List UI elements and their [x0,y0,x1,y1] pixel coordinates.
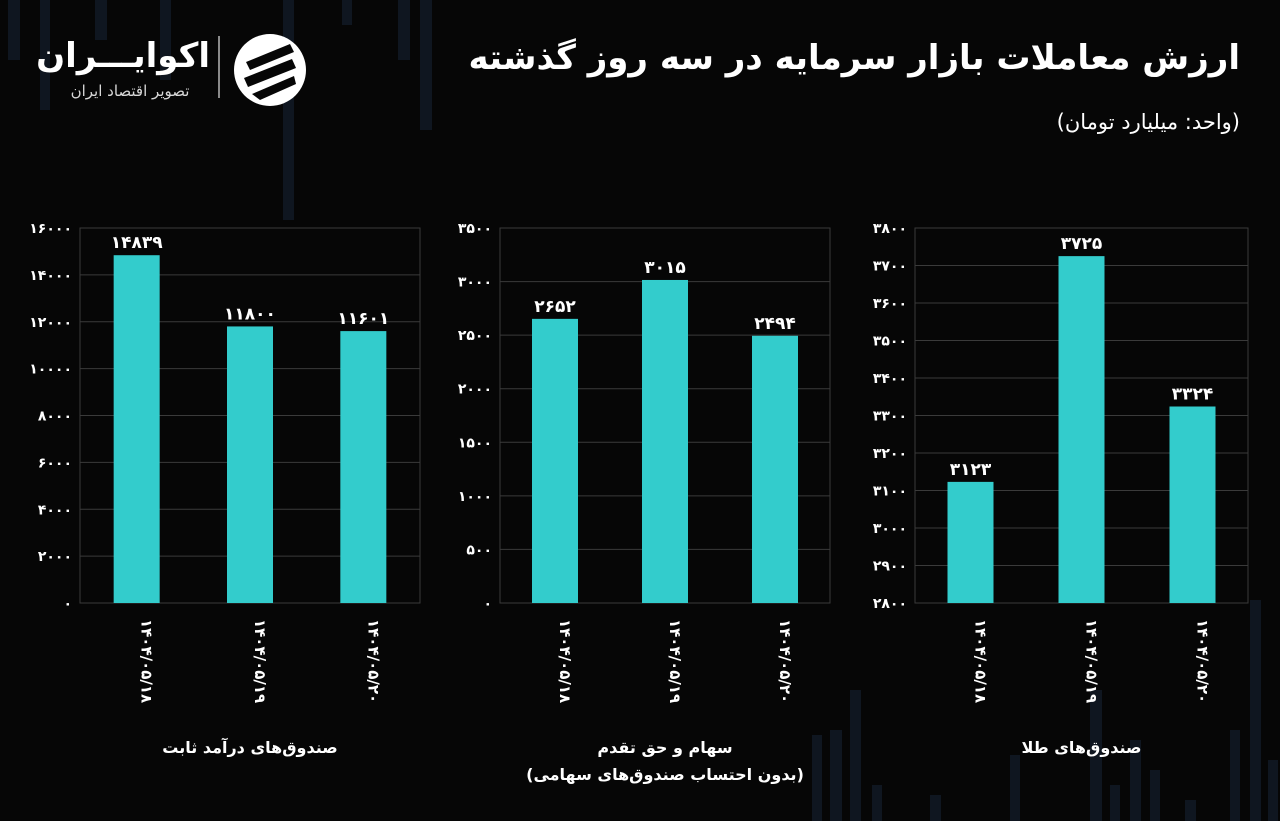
chart-caption: صندوق‌های درآمد ثابت [80,738,420,765]
y-tick-label: ۱۰۰۰۰ [29,362,72,378]
x-tick-label: ۱۴۰۴/۰۵/۲۰ [1194,619,1212,703]
y-tick-label: ۲۰۰۰ [38,549,72,565]
chart-panel-1: ۰ ۲۰۰۰ ۴۰۰۰ ۶۰۰۰ ۸۰۰۰ ۱۰۰۰۰ ۱۲۰۰۰ ۱۴۰۰۰ ۱۶۰۰۰ ۱۴۸… [29,221,421,703]
page-title: ارزش معاملات بازار سرمایه در سه روز گذشت… [468,38,1240,78]
data-label: ۳۳۲۴ [1172,385,1214,405]
y-tick-label: ۰ [483,596,492,612]
chart-panel-2: ۰ ۵۰۰ ۱۰۰۰ ۱۵۰۰ ۲۰۰۰ ۲۵۰۰ ۳۰۰۰ ۳۵۰۰ ۲۶۵۲ ۱۴۰۴/۰۵/… [458,221,831,703]
data-label: ۳۷۲۵ [1061,234,1103,254]
y-tick-label: ۴۰۰۰ [38,502,72,518]
data-label: ۱۱۶۰۱ [337,309,389,329]
ecoiran-logo: اکوایـــران تصویر اقتصاد ایران [36,30,320,110]
caption-note: (بدون احتساب صندوق‌های سهامی) [526,765,804,784]
y-tick-label: ۰ [63,596,72,612]
x-tick-label: ۱۴۰۴/۰۵/۲۰ [364,619,382,703]
y-tick-label: ۳۵۰۰ [873,334,907,350]
y-tick-label: ۳۰۰۰ [458,275,492,291]
logo-subtitle: تصویر اقتصاد ایران [70,82,190,100]
y-tick-label: ۳۴۰۰ [873,371,907,387]
y-tick-label: ۵۰۰ [466,542,492,558]
data-label: ۳۰۱۵ [644,258,686,278]
y-tick-label: ۳۷۰۰ [873,259,907,275]
bar [752,335,798,603]
logo-mark-icon [234,34,306,106]
caption-title: صندوق‌های درآمد ثابت [162,738,338,757]
y-tick-label: ۱۶۰۰۰ [29,221,72,237]
bar [113,255,160,603]
data-label: ۱۱۸۰۰ [224,304,276,324]
x-tick-label: ۱۴۰۴/۰۵/۱۹ [1083,619,1101,703]
x-tick-label: ۱۴۰۴/۰۵/۱۸ [556,619,574,703]
x-tick-label: ۱۴۰۴/۰۵/۱۸ [972,619,990,703]
chart-caption: سهام و حق تقدم (بدون احتساب صندوق‌های سها… [500,738,830,792]
chart-caption: صندوق‌های طلا [915,738,1248,765]
bar [642,279,688,603]
bar [340,331,387,603]
unit-subtitle: (واحد: میلیارد تومان) [1056,110,1240,134]
y-tick-label: ۱۵۰۰ [458,435,492,451]
caption-title: سهام و حق تقدم [597,738,733,757]
bar [532,318,578,603]
y-tick-label: ۳۲۰۰ [873,446,907,462]
y-tick-label: ۱۴۰۰۰ [29,268,72,284]
data-label: ۱۴۸۳۹ [111,233,164,253]
y-tick-label: ۲۹۰۰ [873,559,907,575]
y-tick-label: ۳۰۰۰ [873,521,907,537]
y-tick-label: ۶۰۰۰ [38,455,72,471]
y-tick-label: ۲۰۰۰ [458,382,492,398]
y-tick-label: ۳۵۰۰ [458,221,492,237]
bar [1058,256,1105,603]
y-tick-label: ۸۰۰۰ [38,409,72,425]
data-label: ۲۶۵۲ [534,297,576,317]
y-tick-label: ۲۸۰۰ [873,596,907,612]
chart-panel-3: ۲۸۰۰ ۲۹۰۰ ۳۰۰۰ ۳۱۰۰ ۳۲۰۰ ۳۳۰۰ ۳۴۰۰ ۳۵۰۰ ۳۶۰۰ ۳۷۰۰… [873,221,1249,703]
y-tick-label: ۲۵۰۰ [458,328,492,344]
x-tick-label: ۱۴۰۴/۰۵/۱۹ [666,619,684,703]
logo-name: اکوایـــران [36,36,210,76]
x-tick-label: ۱۴۰۴/۰۵/۱۹ [251,619,269,703]
data-label: ۳۱۲۳ [950,460,992,480]
bar [1169,406,1216,603]
x-tick-label: ۱۴۰۴/۰۵/۲۰ [776,619,794,703]
caption-title: صندوق‌های طلا [1021,738,1142,757]
x-tick-label: ۱۴۰۴/۰۵/۱۸ [138,619,156,703]
y-tick-label: ۱۰۰۰ [458,489,492,505]
y-tick-label: ۳۶۰۰ [873,296,907,312]
y-tick-label: ۳۳۰۰ [873,409,907,425]
y-tick-label: ۳۱۰۰ [873,484,907,500]
bar [947,481,994,603]
y-tick-label: ۳۸۰۰ [873,221,907,237]
bar [227,326,273,603]
data-label: ۲۴۹۴ [754,314,796,334]
y-tick-label: ۱۲۰۰۰ [29,315,72,331]
logo-separator [218,36,220,98]
